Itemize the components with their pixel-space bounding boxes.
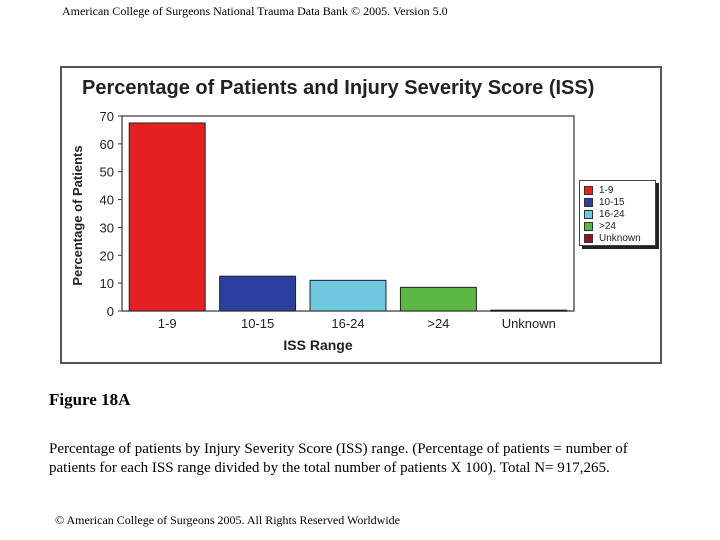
x-tick-label: 1-9	[158, 316, 177, 331]
bar-chart: 0 10 20 30 40 50 60 70 1-9 10-15 16-24 >24 Unknown IS…	[70, 109, 575, 353]
chart-frame: Percentage of Patients and Injury Severi…	[60, 66, 662, 364]
legend-item: 10-15	[584, 196, 651, 208]
bar	[128, 122, 206, 312]
legend-item: Unknown	[584, 232, 651, 244]
x-tick-label: >24	[427, 316, 449, 331]
header-text: American College of Surgeons National Tr…	[62, 4, 448, 18]
legend-item: 1-9	[584, 184, 651, 196]
y-tick-label: 10	[100, 276, 114, 291]
legend-label: 10-15	[599, 196, 625, 208]
chart-title: Percentage of Patients and Injury Severi…	[82, 77, 595, 99]
x-axis-label: ISS Range	[283, 337, 352, 353]
y-tick-label: 40	[100, 193, 114, 208]
y-tick-label: 0	[107, 304, 114, 319]
bar	[490, 309, 568, 312]
y-tick-label: 30	[100, 220, 114, 235]
legend-label: Unknown	[599, 232, 641, 244]
legend-swatch	[584, 209, 593, 219]
legend-swatch	[584, 221, 593, 231]
legend-swatch	[584, 185, 593, 195]
legend-swatch	[584, 197, 593, 207]
legend-label: 16-24	[599, 208, 625, 220]
bar	[219, 275, 297, 312]
x-tick-label: 10-15	[241, 316, 274, 331]
legend-swatch	[584, 233, 593, 243]
legend-label: 1-9	[599, 184, 614, 196]
y-tick-label: 60	[100, 137, 114, 152]
chart-legend: 1-9 10-15 16-24 >24 Unknown	[579, 180, 656, 246]
x-tick-label: Unknown	[502, 316, 556, 331]
y-tick-label: 70	[100, 109, 114, 124]
y-tick-label: 50	[100, 165, 114, 180]
copyright-notice: © American College of Surgeons 2005. All…	[55, 513, 400, 527]
y-axis-label: Percentage of Patients	[70, 145, 85, 285]
bar	[309, 279, 387, 312]
figure-label: Figure 18A	[49, 390, 131, 409]
bar	[399, 286, 477, 312]
legend-item: 16-24	[584, 208, 651, 220]
figure-caption: Percentage of patients by Injury Severit…	[49, 441, 628, 476]
legend-label: >24	[599, 220, 616, 232]
y-tick-label: 20	[100, 248, 114, 263]
legend-item: >24	[584, 220, 651, 232]
x-tick-label: 16-24	[331, 316, 364, 331]
